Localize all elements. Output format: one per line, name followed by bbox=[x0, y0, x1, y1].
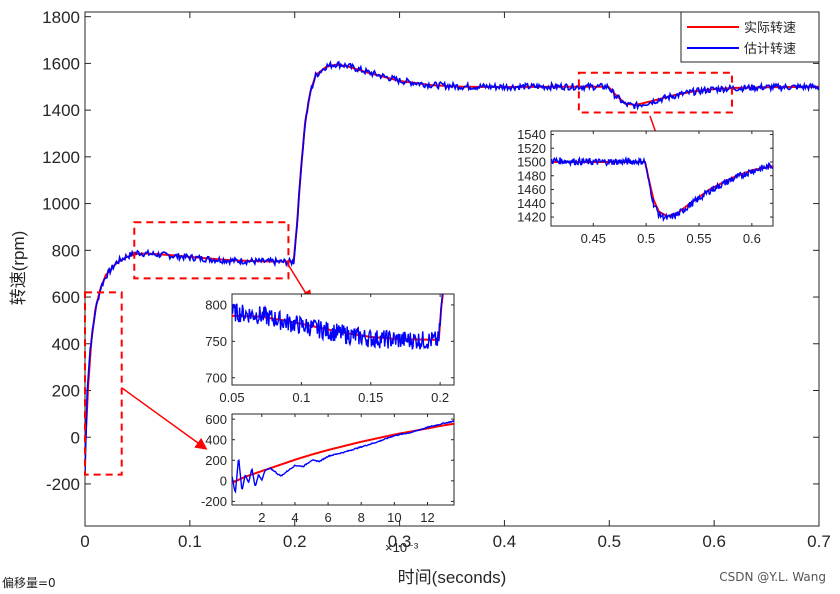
main-ytick-label: 800 bbox=[52, 241, 80, 260]
inset-low-xtick-label: 10 bbox=[387, 510, 401, 525]
inset-right-ytick-label: 1540 bbox=[517, 127, 546, 142]
inset-low-xtick-label: 4 bbox=[291, 510, 298, 525]
inset-mid-ytick-label: 750 bbox=[205, 334, 227, 349]
legend-box bbox=[680, 11, 820, 63]
inset-low-ytick-label: 600 bbox=[205, 412, 227, 427]
footer-watermark: CSDN @Y.L. Wang bbox=[719, 570, 826, 584]
inset-mid-ytick-label: 700 bbox=[205, 370, 227, 385]
main-xtick-label: 0.1 bbox=[178, 532, 202, 551]
inset-low-ytick-label: 200 bbox=[205, 453, 227, 468]
inset-right-ytick-label: 1480 bbox=[517, 168, 546, 183]
main-xtick-label: 0.6 bbox=[702, 532, 726, 551]
inset-low: -200 0 200 400 600 2 4 6 8 10 12 bbox=[201, 412, 455, 525]
inset-mid-xtick-label: 0.1 bbox=[292, 390, 310, 405]
inset-right-xtick-label: 0.6 bbox=[743, 231, 761, 246]
inset-low-ytick-label: 400 bbox=[205, 432, 227, 447]
main-ytick-label: 0 bbox=[71, 428, 80, 447]
inset-mid-xtick-label: 0.05 bbox=[219, 390, 244, 405]
main-ytick-label: 1200 bbox=[42, 148, 80, 167]
main-xtick-label: 0.2 bbox=[283, 532, 307, 551]
zoom-box-1 bbox=[133, 221, 290, 280]
inset-mid: 700 750 800 0.05 0.1 0.15 0.2 bbox=[205, 293, 455, 405]
inset-mid-xtick-label: 0.15 bbox=[358, 390, 383, 405]
main-ytick-label: 400 bbox=[52, 335, 80, 354]
inset-low-xtick-label: 6 bbox=[324, 510, 331, 525]
inset-right-series-estimated bbox=[551, 155, 773, 223]
zoom-box-2 bbox=[577, 71, 733, 114]
inset-low-ytick-label: -200 bbox=[201, 494, 227, 509]
legend: 实际转速 估计转速 bbox=[680, 11, 820, 63]
main-ytick-label: 600 bbox=[52, 288, 80, 307]
zoom-boxes bbox=[84, 71, 733, 476]
arrow-to-low-inset bbox=[121, 387, 208, 450]
main-ytick-label: 1800 bbox=[42, 8, 80, 27]
inset-low-xtick-label: 12 bbox=[420, 510, 434, 525]
inset-right-frame bbox=[550, 130, 774, 227]
inset-low-frame bbox=[231, 413, 455, 506]
main-ytick-label: 1400 bbox=[42, 101, 80, 120]
footer-offset-text: 偏移量=0 bbox=[2, 576, 56, 590]
main-ytick-label: 1600 bbox=[42, 55, 80, 74]
main-xtick-label: 0.4 bbox=[493, 532, 517, 551]
main-ytick-label: 200 bbox=[52, 382, 80, 401]
inset-low-ytick-label: 0 bbox=[220, 474, 227, 489]
inset-right-ytick-label: 1520 bbox=[517, 141, 546, 156]
legend-label-actual: 实际转速 bbox=[744, 20, 796, 35]
inset-right-ytick-label: 1500 bbox=[517, 155, 546, 170]
inset-low-xtick-label: 2 bbox=[258, 510, 265, 525]
x-axis-label: 时间(seconds) bbox=[398, 568, 507, 587]
inset-mid-xtick-label: 0.2 bbox=[431, 390, 449, 405]
main-xtick-label: 0.7 bbox=[807, 532, 831, 551]
inset-right-ytick-label: 1440 bbox=[517, 196, 546, 211]
inset-low-xtick-label: 8 bbox=[358, 510, 365, 525]
inset-mid-series-estimated bbox=[232, 294, 444, 350]
inset-right-xtick-label: 0.5 bbox=[637, 231, 655, 246]
zoom-box-0 bbox=[84, 291, 123, 476]
main-xtick-label: 0 bbox=[80, 532, 89, 551]
main-ytick-label: -200 bbox=[46, 475, 80, 494]
main-ytick-label: 1000 bbox=[42, 195, 80, 214]
inset-low-series-estimated bbox=[232, 420, 454, 494]
main-xtick-label: 0.5 bbox=[597, 532, 621, 551]
main-series-estimated bbox=[85, 59, 819, 475]
inset-low-x-exponent: ×10⁻³ bbox=[385, 540, 419, 555]
inset-right-ytick-label: 1420 bbox=[517, 210, 546, 225]
inset-right-xtick-label: 0.55 bbox=[686, 231, 711, 246]
inset-right-xtick-label: 0.45 bbox=[581, 231, 606, 246]
inset-mid-ytick-label: 800 bbox=[205, 298, 227, 313]
main-xtick-label: 0.3 bbox=[388, 532, 412, 551]
inset-right-ytick-label: 1460 bbox=[517, 182, 546, 197]
y-axis-label: 转速(rpm) bbox=[9, 231, 28, 306]
legend-label-estimated: 估计转速 bbox=[744, 41, 796, 56]
